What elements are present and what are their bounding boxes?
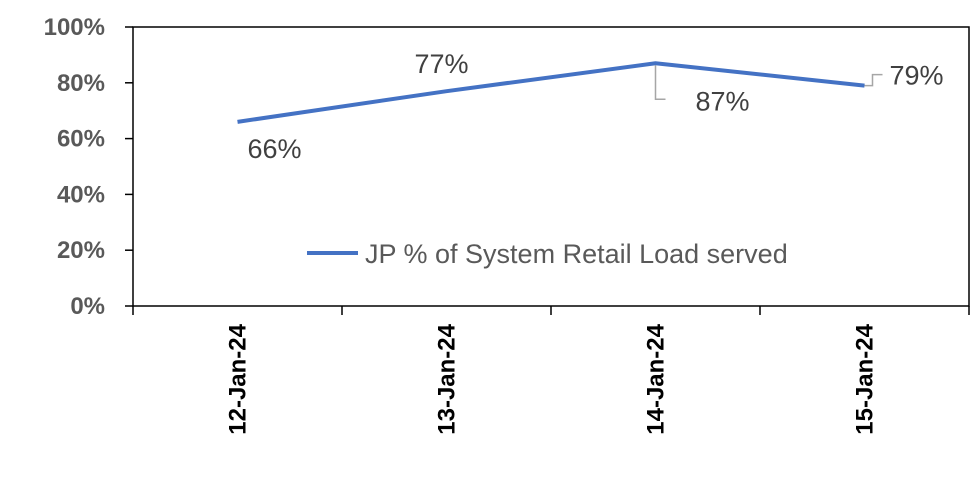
leader-line: [654, 65, 666, 101]
series-layer: [237, 61, 865, 124]
x-tick-label: 14-Jan-24: [643, 323, 670, 434]
x-axis: 12-Jan-24 13-Jan-24 14-Jan-24 15-Jan-24: [132, 306, 970, 435]
series-line: [237, 61, 865, 124]
legend-label: JP % of System Retail Load served: [365, 239, 788, 269]
y-tick-label: 20%: [57, 237, 105, 264]
leader-line: [864, 73, 883, 87]
legend: JP % of System Retail Load served: [307, 239, 788, 269]
y-tick-label: 60%: [57, 126, 105, 153]
y-tick-label: 100%: [44, 14, 105, 41]
y-tick-label: 0%: [70, 293, 105, 320]
y-axis: 0% 20% 40% 60% 80% 100%: [44, 14, 133, 320]
data-label: 66%: [248, 134, 302, 164]
y-tick-label: 80%: [57, 70, 105, 97]
data-label: 79%: [890, 61, 944, 91]
x-tick-label: 12-Jan-24: [225, 323, 252, 434]
x-tick-label: 15-Jan-24: [852, 323, 879, 434]
data-label: 77%: [414, 49, 468, 79]
x-tick-label: 13-Jan-24: [434, 323, 461, 434]
data-label: 87%: [696, 86, 750, 116]
data-labels: 66% 77% 87% 79%: [248, 49, 944, 164]
y-tick-label: 40%: [57, 181, 105, 208]
